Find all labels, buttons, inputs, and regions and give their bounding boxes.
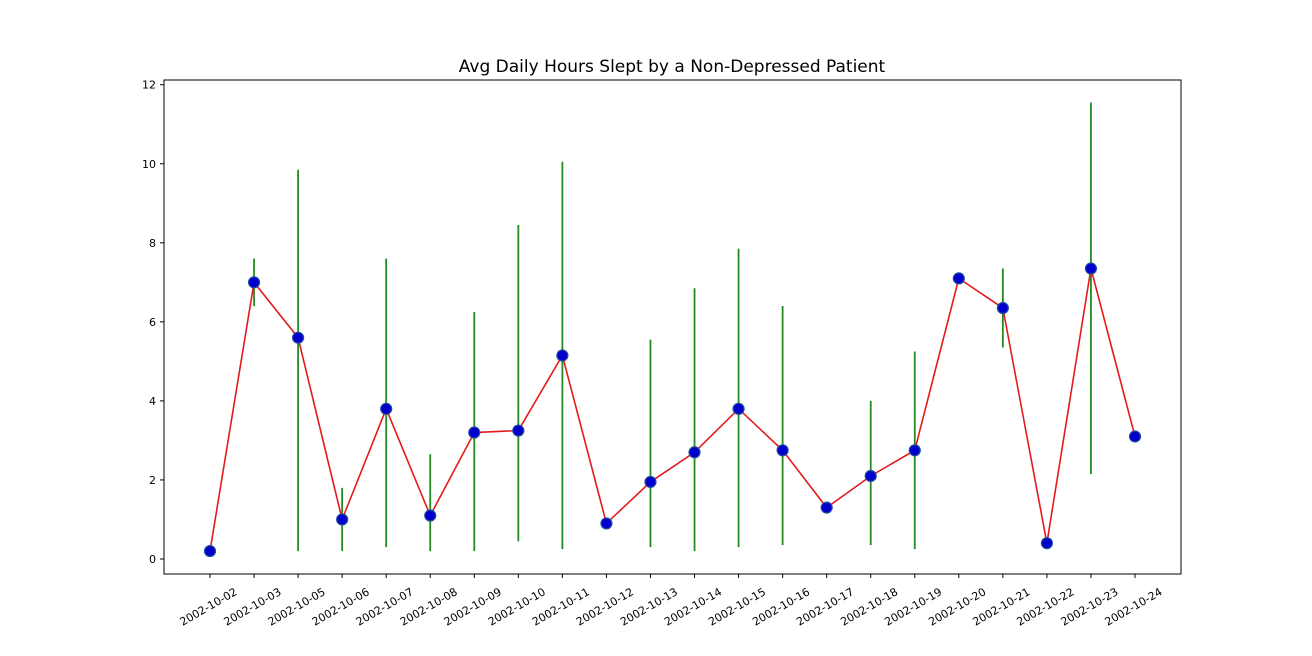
data-point [1084,262,1098,275]
y-tick-label: 2 [149,474,156,487]
data-point [1128,430,1142,443]
y-tick-label: 8 [149,237,156,250]
chart-title: Avg Daily Hours Slept by a Non-Depressed… [459,57,886,77]
data-point [380,402,393,415]
y-tick-label: 4 [149,395,156,408]
y-tick-label: 6 [149,316,156,329]
data-point [688,446,701,459]
data-point [556,349,569,362]
data-point [468,426,481,439]
data-point [336,513,349,526]
data-point [512,424,525,437]
data-point [732,402,745,415]
data-point [247,276,261,289]
data-point [864,469,877,483]
y-axis: 0 2 4 6 8 10 12 [142,79,164,566]
data-point [1040,537,1054,550]
y-tick-label: 10 [142,158,156,171]
data-point [908,444,921,457]
data-point [291,331,305,344]
data-point [996,301,1009,315]
data-point [952,272,965,285]
plot-frame [163,79,1182,575]
data-point [424,509,437,522]
x-axis: 2002-10-022002-10-032002-10-052002-10-06… [178,574,1165,629]
data-point [776,444,789,457]
error-bars [253,102,1092,552]
data-markers [203,262,1142,558]
data-point [203,544,217,558]
data-point [644,475,657,489]
data-point [600,517,613,530]
series-line [209,268,1136,552]
data-point [820,501,833,514]
y-tick-label: 12 [142,79,156,92]
y-tick-label: 0 [149,553,156,566]
